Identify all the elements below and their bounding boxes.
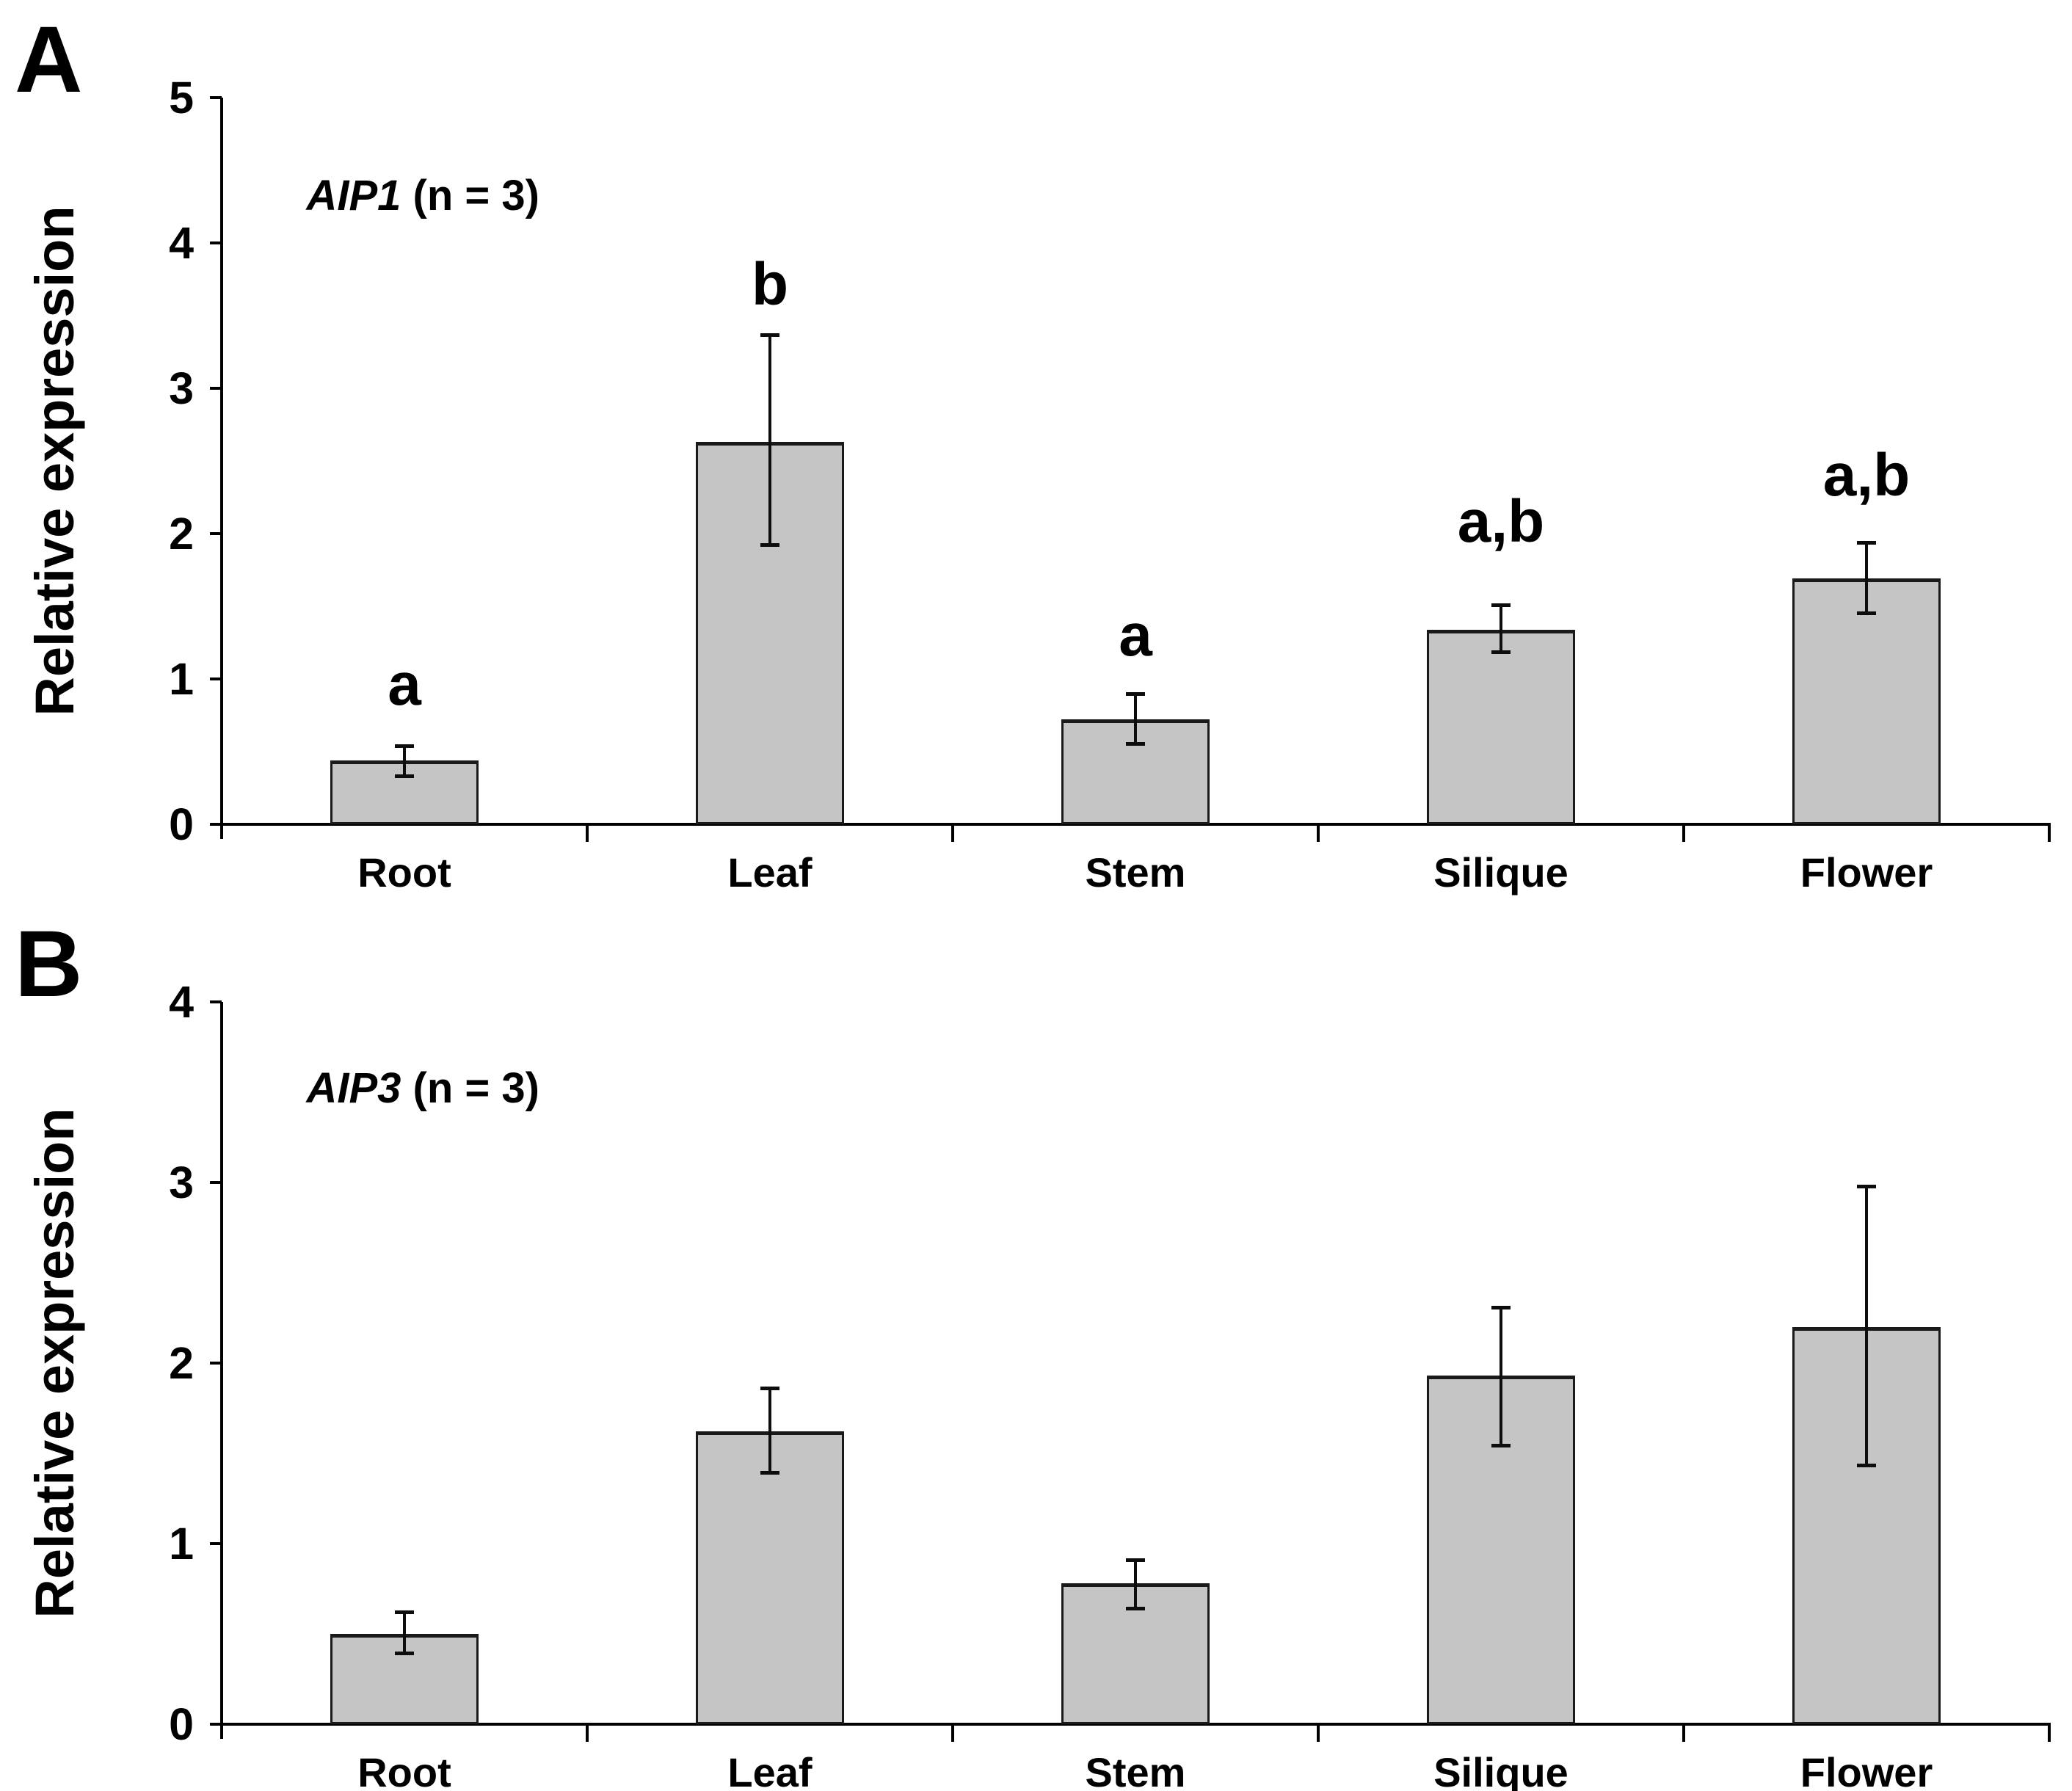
x-tick: [1317, 824, 1320, 842]
y-tick-label: 4: [169, 218, 194, 268]
error-bar-cap-bottom: [1857, 1464, 1876, 1468]
x-tick: [2048, 1724, 2051, 1742]
error-bar-cap-bottom: [1491, 1444, 1511, 1448]
y-axis-line: [220, 98, 223, 839]
error-bar-line: [403, 1612, 406, 1654]
error-bar-cap-top: [395, 744, 414, 749]
bar: [1427, 629, 1575, 824]
error-bar-line: [1134, 1560, 1137, 1609]
y-tick: [210, 1723, 222, 1726]
error-bar-cap-bottom: [1857, 611, 1876, 615]
error-bar-cap-top: [1857, 540, 1876, 545]
error-bar-cap-bottom: [760, 542, 779, 547]
x-tick: [586, 824, 589, 842]
y-tick: [210, 677, 222, 680]
y-tick: [210, 96, 222, 99]
y-tick: [210, 532, 222, 535]
y-tick-label: 0: [169, 1699, 194, 1749]
error-bar-line: [1500, 1307, 1502, 1447]
y-tick: [210, 1362, 222, 1365]
error-bar-line: [1134, 693, 1137, 745]
x-category-label: Root: [357, 849, 451, 896]
x-category-label: Flower: [1800, 849, 1933, 896]
error-bar-line: [403, 746, 406, 777]
panel-b-sample-size: (n = 3): [401, 1064, 539, 1112]
y-tick-label: 2: [169, 509, 194, 559]
y-tick-label: 0: [169, 799, 194, 849]
significance-letter: a,b: [1457, 488, 1545, 556]
panel-a-title: AIP1 (n = 3): [259, 132, 539, 260]
error-bar-line: [1865, 1185, 1868, 1467]
y-tick-label: 5: [169, 73, 194, 123]
error-bar-cap-top: [760, 333, 779, 337]
error-bar-cap-bottom: [1491, 650, 1511, 655]
panel-b-y-axis-label: Relative expression: [24, 1108, 85, 1619]
x-tick: [951, 824, 954, 842]
panel-a-gene-name: AIP1: [306, 172, 401, 219]
x-category-label: Silique: [1433, 1749, 1568, 1791]
y-tick: [210, 387, 222, 390]
x-category-label: Leaf: [727, 849, 813, 896]
panel-a-y-axis-label: Relative expression: [24, 206, 85, 716]
significance-letter: a: [388, 650, 421, 718]
error-bar-cap-top: [1491, 603, 1511, 608]
panel-a-label: A: [15, 7, 83, 112]
x-tick: [586, 1724, 589, 1742]
x-category-label: Stem: [1085, 1749, 1186, 1791]
x-tick: [2048, 824, 2051, 842]
panel-b-label: B: [15, 912, 83, 1017]
error-bar-line: [768, 1388, 771, 1474]
x-category-label: Stem: [1085, 849, 1186, 896]
x-axis-line: [220, 823, 2051, 826]
error-bar-line: [768, 334, 771, 545]
y-tick-label: 3: [169, 363, 194, 413]
error-bar-cap-bottom: [395, 774, 414, 778]
error-bar-line: [1865, 542, 1868, 614]
x-tick: [951, 1724, 954, 1742]
x-tick: [1317, 1724, 1320, 1742]
error-bar-line: [1500, 605, 1502, 653]
error-bar-cap-top: [760, 1387, 779, 1391]
x-tick: [1682, 824, 1685, 842]
y-tick: [210, 1000, 222, 1003]
error-bar-cap-top: [395, 1610, 414, 1615]
y-tick: [210, 823, 222, 826]
bar: [696, 1431, 844, 1724]
error-bar-cap-bottom: [395, 1652, 414, 1656]
significance-letter: a: [1119, 601, 1152, 669]
y-axis-line: [220, 1002, 223, 1739]
y-tick-label: 1: [169, 1519, 194, 1569]
x-tick: [1682, 1724, 1685, 1742]
y-tick-label: 1: [169, 654, 194, 704]
y-tick: [210, 1542, 222, 1545]
error-bar-cap-top: [1857, 1184, 1876, 1188]
x-category-label: Root: [357, 1749, 451, 1791]
panel-b-gene-name: AIP3: [306, 1064, 401, 1112]
y-tick-label: 3: [169, 1158, 194, 1207]
error-bar-cap-bottom: [1126, 742, 1145, 746]
x-axis-line: [220, 1723, 2051, 1726]
error-bar-cap-top: [1126, 691, 1145, 696]
x-category-label: Flower: [1800, 1749, 1933, 1791]
error-bar-cap-top: [1491, 1305, 1511, 1309]
significance-letter: b: [751, 251, 789, 319]
y-tick: [210, 1181, 222, 1184]
error-bar-cap-bottom: [1126, 1606, 1145, 1610]
y-tick: [210, 241, 222, 244]
error-bar-cap-top: [1126, 1558, 1145, 1563]
y-tick-label: 2: [169, 1338, 194, 1388]
bar: [1792, 578, 1941, 824]
y-tick-label: 4: [169, 977, 194, 1027]
error-bar-cap-bottom: [760, 1471, 779, 1475]
panel-a-sample-size: (n = 3): [401, 172, 539, 219]
x-category-label: Leaf: [727, 1749, 813, 1791]
significance-letter: a,b: [1822, 441, 1911, 509]
x-category-label: Silique: [1433, 849, 1568, 896]
panel-b-title: AIP3 (n = 3): [259, 1025, 539, 1152]
